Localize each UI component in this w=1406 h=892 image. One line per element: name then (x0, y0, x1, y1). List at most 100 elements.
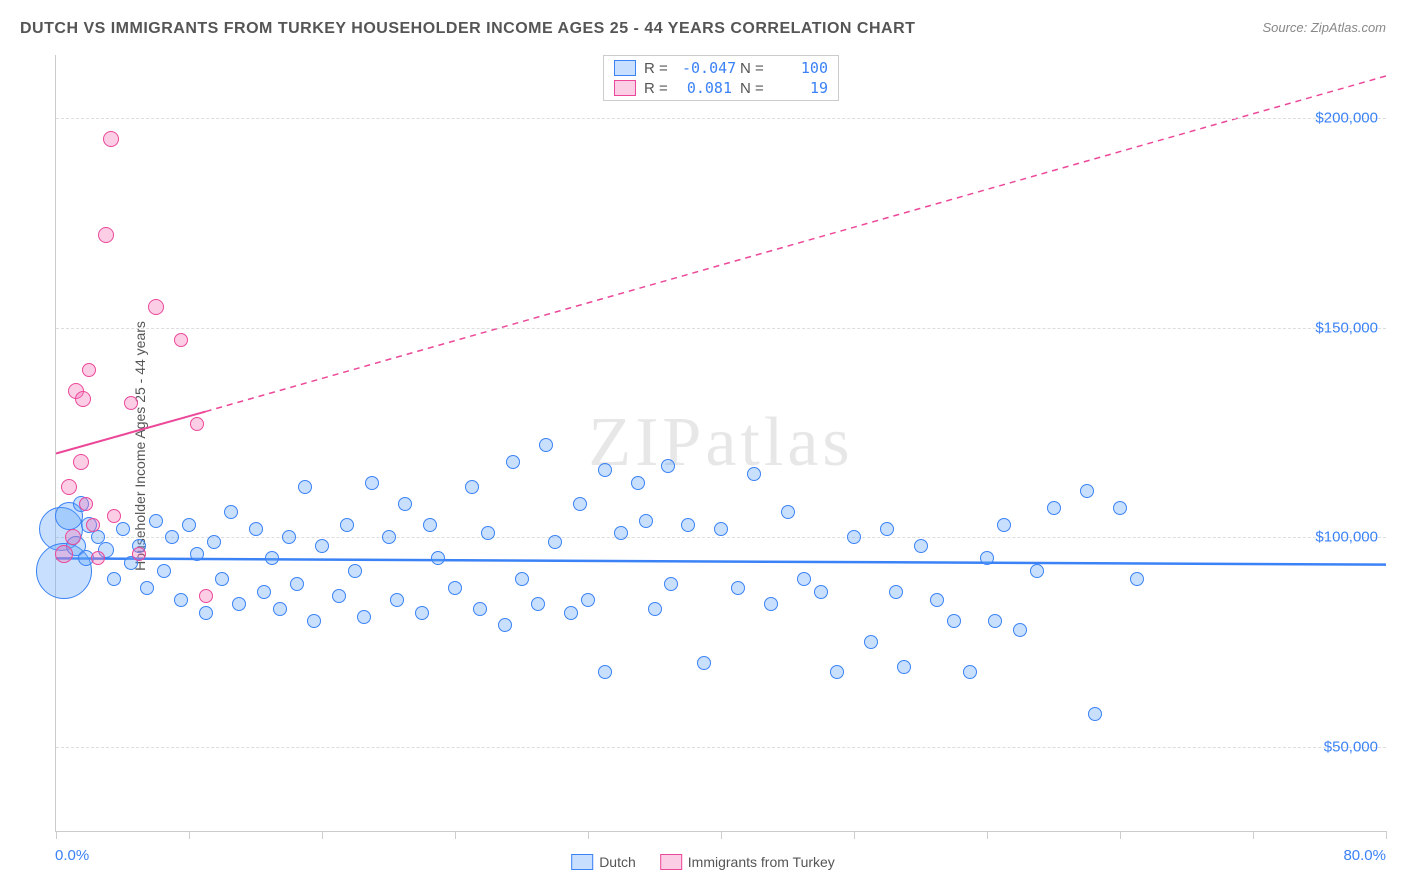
x-axis-min-label: 0.0% (55, 847, 89, 864)
stats-r-value: 0.081 (682, 79, 732, 97)
scatter-point (930, 593, 944, 607)
scatter-point (190, 417, 204, 431)
stats-legend-row: R =-0.047N =100 (614, 58, 828, 78)
scatter-point (598, 463, 612, 477)
x-tick (588, 831, 589, 839)
scatter-point (781, 505, 795, 519)
scatter-point (98, 227, 114, 243)
scatter-point (382, 530, 396, 544)
scatter-point (199, 606, 213, 620)
stats-n-label: N = (740, 80, 770, 97)
gridline (56, 537, 1386, 538)
scatter-point (79, 497, 93, 511)
scatter-point (465, 480, 479, 494)
scatter-point (140, 581, 154, 595)
scatter-point (797, 572, 811, 586)
scatter-point (814, 585, 828, 599)
scatter-point (398, 497, 412, 511)
scatter-point (423, 518, 437, 532)
series-legend: DutchImmigrants from Turkey (571, 854, 835, 870)
scatter-point (498, 618, 512, 632)
scatter-point (1030, 564, 1044, 578)
scatter-point (1088, 707, 1102, 721)
scatter-point (714, 522, 728, 536)
scatter-point (997, 518, 1011, 532)
scatter-point (82, 363, 96, 377)
scatter-point (963, 665, 977, 679)
gridline (56, 328, 1386, 329)
plot-area: ZIPatlas R =-0.047N =100R =0.081N =19 $5… (55, 55, 1386, 832)
scatter-point (581, 593, 595, 607)
scatter-point (215, 572, 229, 586)
scatter-point (614, 526, 628, 540)
legend-label: Dutch (599, 854, 636, 870)
scatter-point (415, 606, 429, 620)
scatter-point (148, 299, 164, 315)
x-tick (1253, 831, 1254, 839)
scatter-point (340, 518, 354, 532)
scatter-point (1113, 501, 1127, 515)
scatter-point (107, 509, 121, 523)
scatter-point (207, 535, 221, 549)
scatter-point (431, 551, 445, 565)
x-axis-max-label: 80.0% (1343, 847, 1386, 864)
scatter-point (880, 522, 894, 536)
scatter-point (864, 635, 878, 649)
scatter-point (224, 505, 238, 519)
scatter-point (307, 614, 321, 628)
scatter-point (830, 665, 844, 679)
scatter-point (124, 396, 138, 410)
x-tick (1120, 831, 1121, 839)
legend-item: Dutch (571, 854, 636, 870)
scatter-point (648, 602, 662, 616)
watermark: ZIPatlas (588, 403, 853, 483)
scatter-point (249, 522, 263, 536)
x-tick (987, 831, 988, 839)
scatter-point (315, 539, 329, 553)
x-tick (322, 831, 323, 839)
scatter-point (731, 581, 745, 595)
chart-title: DUTCH VS IMMIGRANTS FROM TURKEY HOUSEHOL… (20, 20, 915, 38)
y-tick-label: $100,000 (1315, 529, 1378, 546)
scatter-point (531, 597, 545, 611)
x-tick (56, 831, 57, 839)
scatter-point (86, 518, 100, 532)
scatter-point (232, 597, 246, 611)
stats-n-label: N = (740, 60, 770, 77)
y-tick-label: $50,000 (1324, 739, 1378, 756)
stats-legend-row: R =0.081N =19 (614, 78, 828, 98)
legend-swatch (571, 854, 593, 870)
stats-n-value: 100 (778, 59, 828, 77)
scatter-point (681, 518, 695, 532)
scatter-point (174, 333, 188, 347)
scatter-point (564, 606, 578, 620)
legend-swatch (614, 60, 636, 76)
scatter-point (980, 551, 994, 565)
scatter-point (747, 467, 761, 481)
scatter-point (897, 660, 911, 674)
scatter-point (61, 479, 77, 495)
x-tick (189, 831, 190, 839)
scatter-point (697, 656, 711, 670)
scatter-point (598, 665, 612, 679)
scatter-point (914, 539, 928, 553)
scatter-point (390, 593, 404, 607)
x-tick (854, 831, 855, 839)
scatter-point (149, 514, 163, 528)
stats-r-label: R = (644, 80, 674, 97)
scatter-point (357, 610, 371, 624)
scatter-point (282, 530, 296, 544)
scatter-point (1130, 572, 1144, 586)
scatter-point (1080, 484, 1094, 498)
gridline (56, 747, 1386, 748)
scatter-point (199, 589, 213, 603)
scatter-point (573, 497, 587, 511)
scatter-point (515, 572, 529, 586)
scatter-point (132, 547, 146, 561)
scatter-point (764, 597, 778, 611)
source-label: Source: ZipAtlas.com (1262, 20, 1386, 35)
scatter-point (548, 535, 562, 549)
scatter-point (1047, 501, 1061, 515)
scatter-point (91, 551, 105, 565)
trend-lines-svg (56, 55, 1386, 831)
